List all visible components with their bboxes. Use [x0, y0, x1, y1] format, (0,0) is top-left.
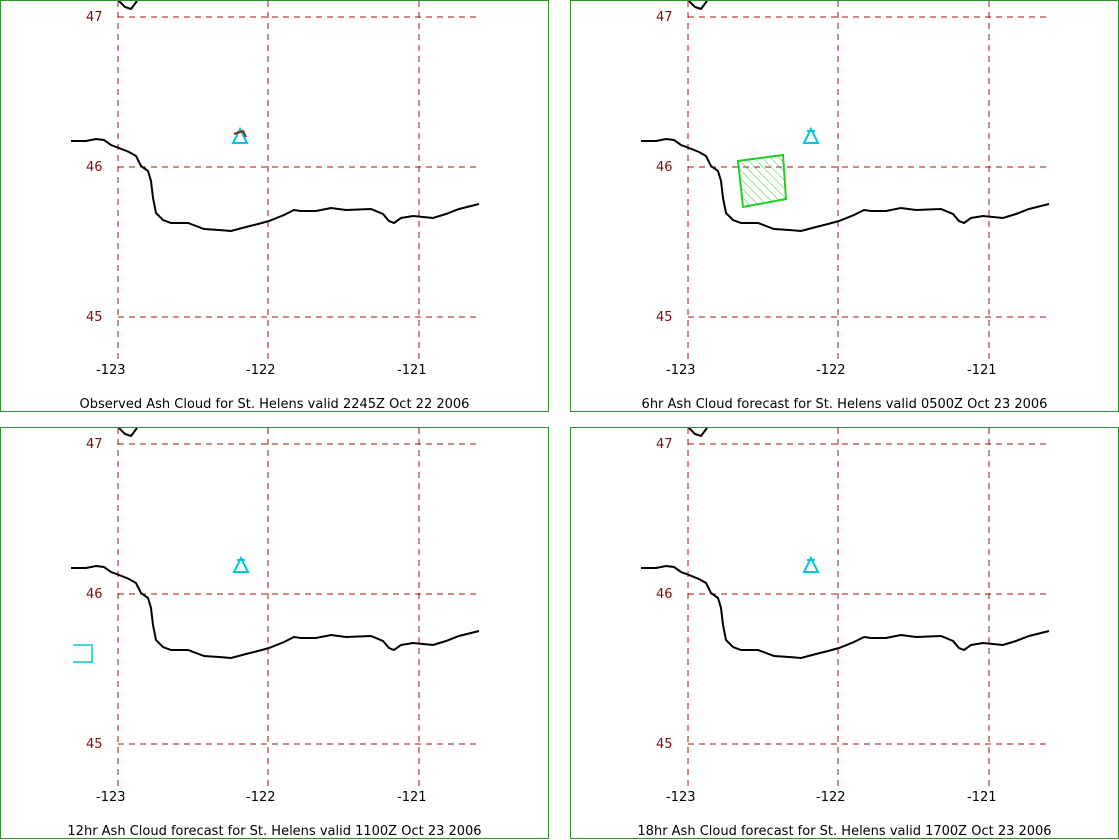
map-panel-18hr: 47 46 45 -123 -122 -121 18hr Ash Cloud f… [570, 427, 1119, 839]
volcano-triangle-icon [232, 555, 250, 573]
lon-label-122: -122 [246, 790, 276, 805]
map-canvas: 47 46 45 -123 -122 -121 [71, 428, 480, 805]
lon-label-121: -121 [397, 790, 427, 805]
lat-label-46: 46 [656, 160, 673, 175]
lon-label-122: -122 [816, 790, 846, 805]
coastline [641, 137, 1050, 233]
coastline [71, 564, 480, 660]
legend-box-icon [73, 644, 93, 663]
lat-label-47: 47 [86, 437, 103, 452]
grid-lines [687, 428, 1049, 788]
panel-caption: Observed Ash Cloud for St. Helens valid … [79, 397, 470, 412]
top-coast-fragment [118, 428, 138, 438]
lon-label-121: -121 [967, 363, 997, 378]
lon-label-122: -122 [246, 363, 276, 378]
map-canvas: 47 46 45 -123 -122 -121 [71, 1, 480, 378]
map-panel-observed: 47 46 45 -123 -122 -121 Observed Ash Clo… [0, 0, 549, 412]
lon-label-123: -123 [666, 790, 696, 805]
volcano-triangle-icon [802, 126, 820, 144]
top-coast-fragment [688, 428, 708, 438]
lat-label-47: 47 [86, 10, 103, 25]
grid-lines [117, 428, 479, 788]
panel-caption: 6hr Ash Cloud forecast for St. Helens va… [641, 397, 1048, 412]
panel-caption: 18hr Ash Cloud forecast for St. Helens v… [637, 824, 1052, 839]
lon-label-122: -122 [816, 363, 846, 378]
lat-label-47: 47 [656, 437, 673, 452]
map-canvas: 47 46 45 -123 -122 -121 [641, 1, 1050, 378]
panel-caption: 12hr Ash Cloud forecast for St. Helens v… [67, 824, 482, 839]
top-coast-fragment [688, 1, 708, 11]
lat-label-45: 45 [656, 310, 673, 325]
map-panel-6hr: 47 46 45 -123 -122 -121 6hr Ash Cloud fo… [570, 0, 1119, 412]
volcano-triangle-icon [231, 126, 249, 144]
lat-label-46: 46 [86, 160, 103, 175]
lat-label-46: 46 [86, 587, 103, 602]
lat-label-46: 46 [656, 587, 673, 602]
coastline [71, 137, 480, 233]
lon-label-123: -123 [96, 790, 126, 805]
grid-lines [687, 1, 1049, 361]
map-panel-12hr: 47 46 45 -123 -122 -121 12hr Ash Cloud f… [0, 427, 549, 839]
lon-label-121: -121 [397, 363, 427, 378]
ash-cloud-forecast-polygon [736, 153, 788, 209]
grid-lines [117, 1, 479, 361]
top-coast-fragment [118, 1, 138, 11]
volcano-triangle-icon [802, 555, 820, 573]
lat-label-45: 45 [86, 310, 103, 325]
lon-label-121: -121 [967, 790, 997, 805]
lat-label-47: 47 [656, 10, 673, 25]
lon-label-123: -123 [666, 363, 696, 378]
lon-label-123: -123 [96, 363, 126, 378]
lat-label-45: 45 [656, 737, 673, 752]
map-canvas: 47 46 45 -123 -122 -121 [641, 428, 1050, 805]
coastline [641, 564, 1050, 660]
lat-label-45: 45 [86, 737, 103, 752]
